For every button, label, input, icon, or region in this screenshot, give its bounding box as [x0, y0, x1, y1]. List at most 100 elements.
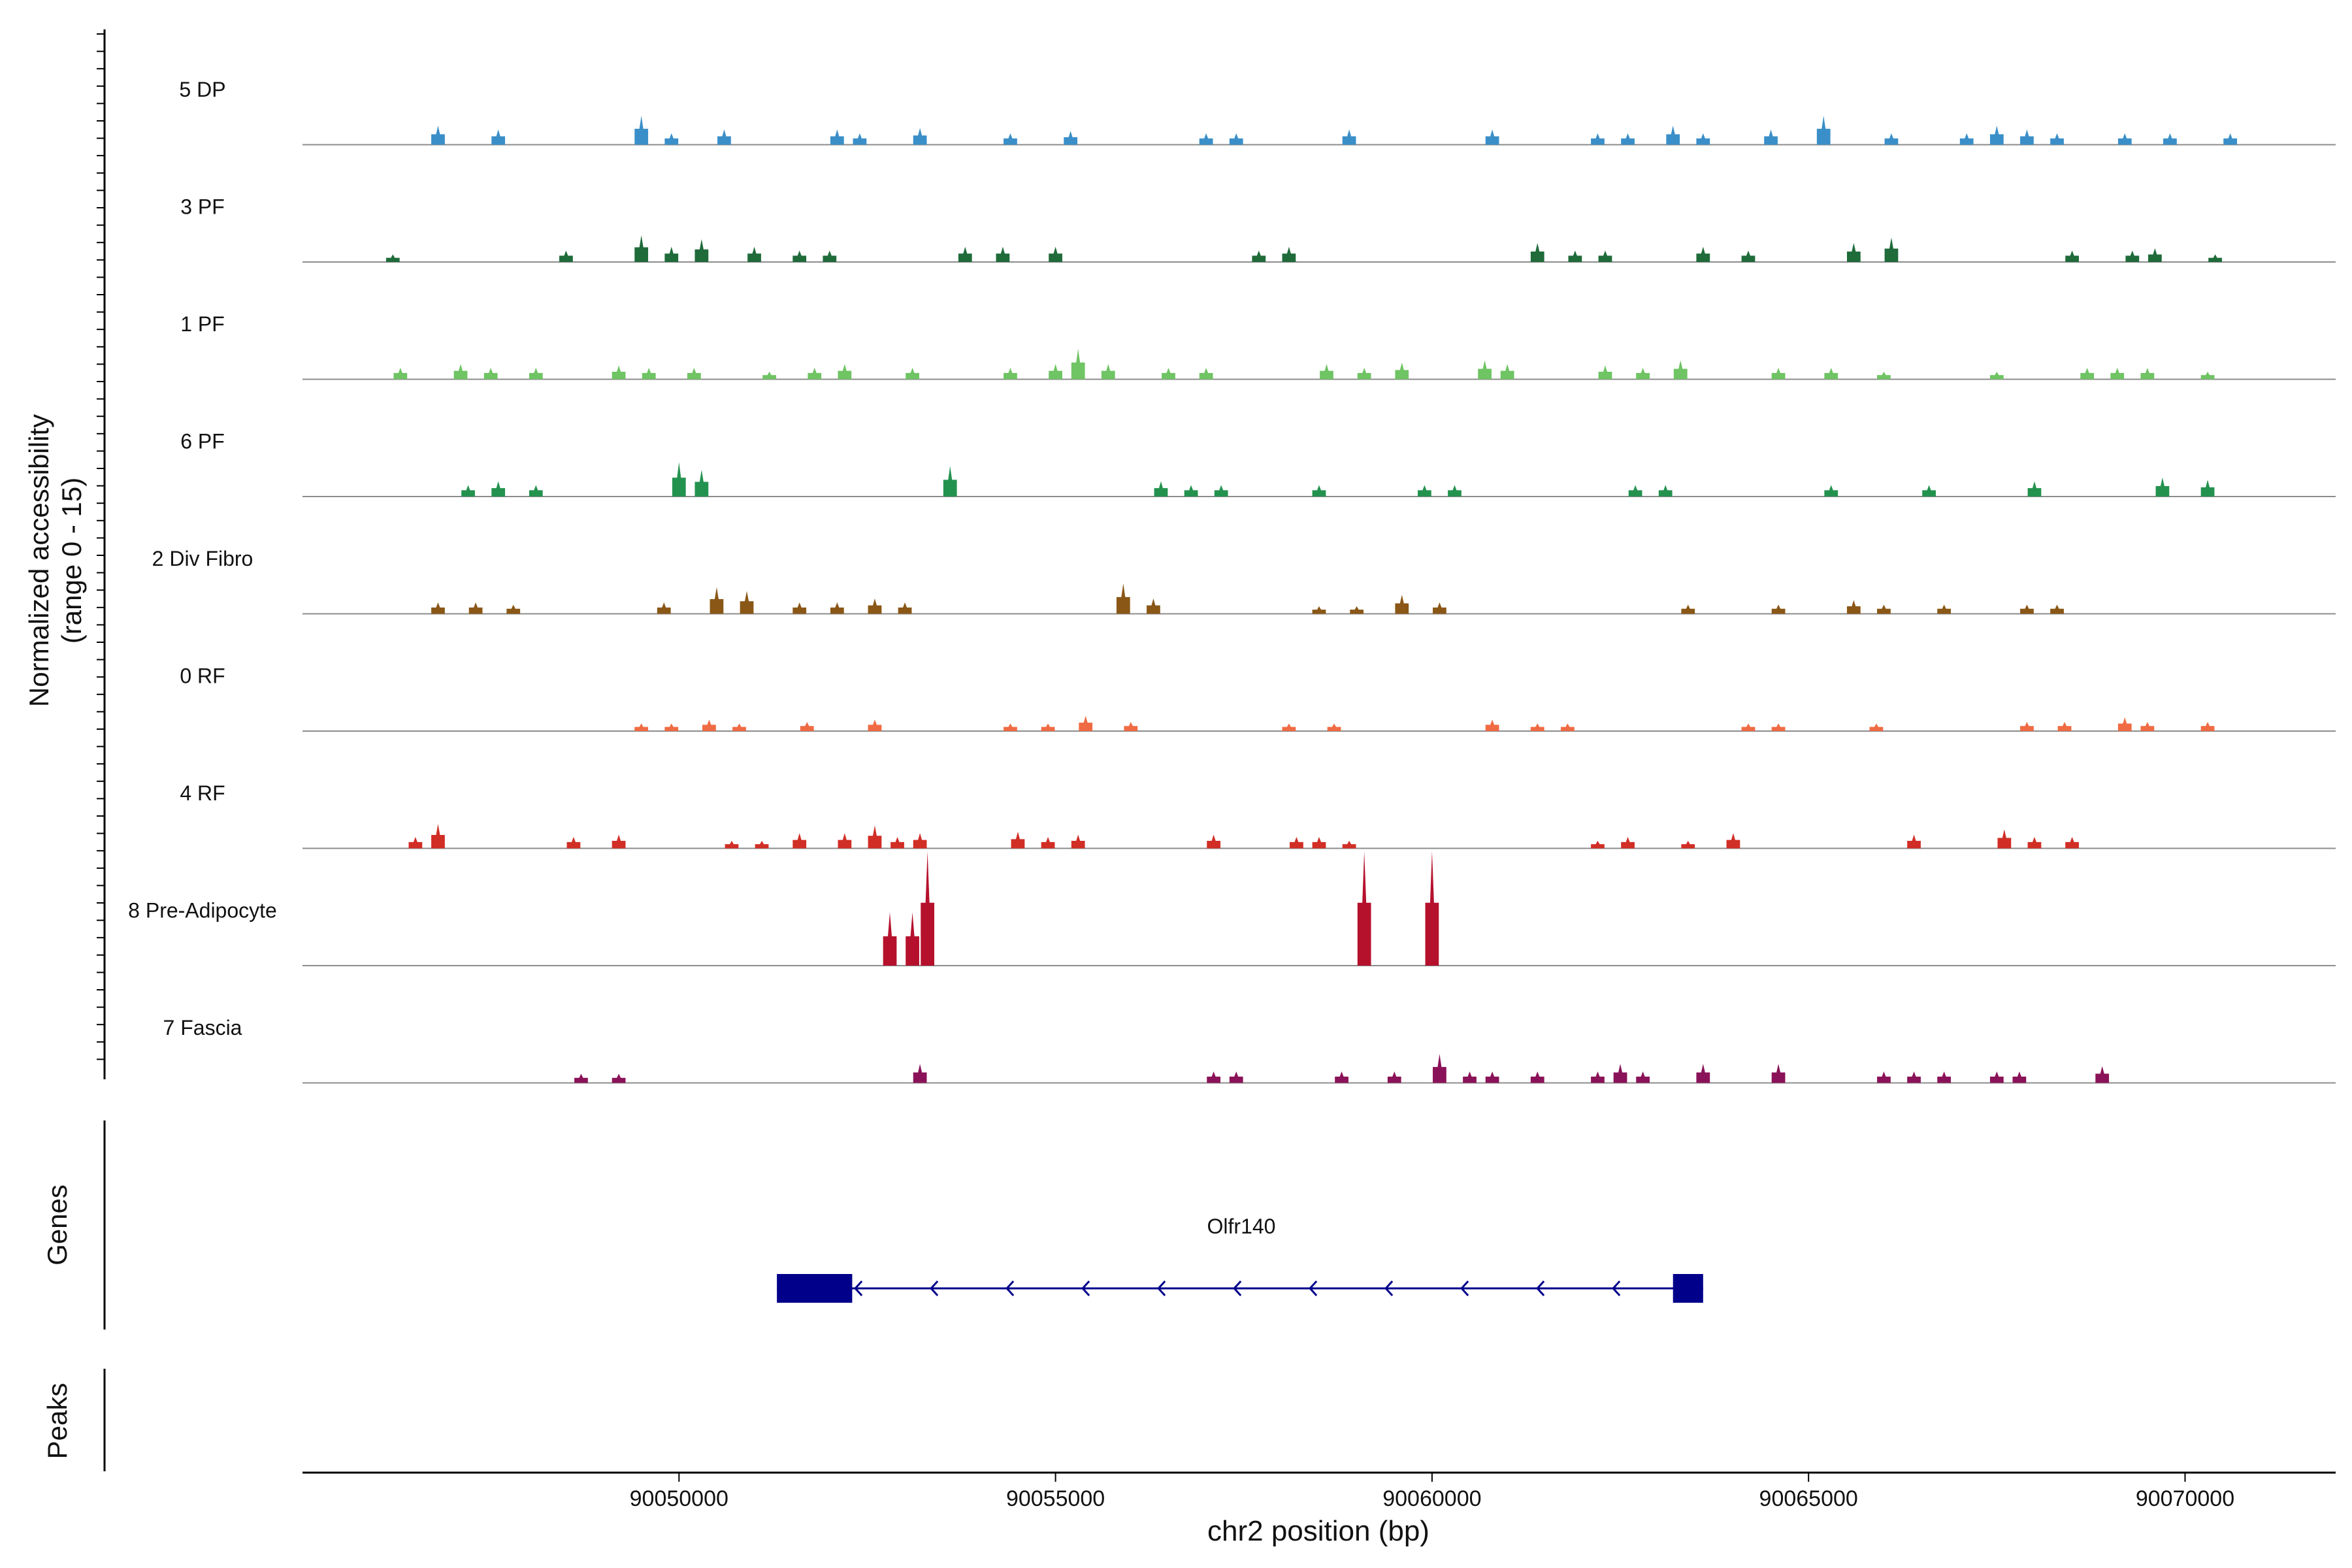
- coverage-peak: [1636, 1071, 1650, 1083]
- coverage-peak: [431, 824, 445, 849]
- coverage-peak: [1591, 133, 1605, 145]
- coverage-peak: [2208, 254, 2222, 262]
- coverage-peak: [1658, 485, 1673, 497]
- track-label: 4 RF: [180, 781, 225, 805]
- coverage-peak: [913, 833, 927, 849]
- coverage-peak: [1101, 364, 1115, 380]
- coverage-peak: [1041, 723, 1055, 731]
- coverage-peak: [1485, 1071, 1499, 1083]
- track-3-pf: 3 PF: [180, 195, 2336, 263]
- coverage-peak: [1846, 242, 1861, 262]
- coverage-peak: [1320, 364, 1333, 380]
- track-label: 5 DP: [179, 78, 225, 101]
- coverage-peak: [672, 462, 686, 497]
- coverage-peak: [1989, 371, 2004, 380]
- coverage-peak: [1229, 133, 1243, 145]
- coverage-peak: [1673, 360, 1688, 380]
- coverage-peak: [1621, 837, 1635, 849]
- coverage-peak: [1282, 723, 1296, 731]
- coverage-peak: [393, 368, 408, 380]
- coverage-peak: [1395, 362, 1409, 380]
- coverage-peak: [747, 246, 761, 262]
- coverage-peak: [1350, 606, 1364, 614]
- coverage-peak: [1568, 250, 1582, 262]
- coverage-peak: [1433, 602, 1446, 614]
- coverage-peak: [657, 602, 671, 614]
- coverage-peak: [890, 837, 904, 849]
- coverage-peak: [2065, 837, 2079, 849]
- coverage-peak: [1884, 237, 1899, 262]
- gene-strand-arrow: [930, 1280, 939, 1297]
- coverage-peak: [1071, 348, 1085, 380]
- coverage-peak: [823, 250, 837, 262]
- coverage-peak: [1613, 1064, 1627, 1083]
- coverage-peak: [958, 246, 972, 262]
- track-6-pf: 6 PF: [180, 430, 2336, 497]
- coverage-peak: [1199, 368, 1213, 380]
- coverage-peak: [1726, 833, 1740, 849]
- coverage-peak: [2050, 133, 2064, 145]
- coverage-peak: [792, 250, 807, 262]
- track-7-fascia: 7 Fascia: [163, 1016, 2336, 1084]
- gene-exon: [1673, 1274, 1703, 1303]
- coverage-peak: [913, 1064, 927, 1083]
- coverage-peak: [1621, 133, 1635, 145]
- coverage-peak: [2200, 722, 2215, 731]
- x-tick-label: 90050000: [630, 1486, 728, 1511]
- coverage-peak: [1530, 1071, 1544, 1083]
- x-tick-label: 90065000: [1759, 1486, 1858, 1511]
- coverage-peak: [1199, 133, 1213, 145]
- coverage-peak: [2027, 837, 2042, 849]
- coverage-peak: [1771, 368, 1786, 380]
- coverage-peak: [1959, 133, 1974, 145]
- gene-strand-arrow: [1081, 1280, 1090, 1297]
- x-axis-label: chr2 position (bp): [1207, 1515, 1429, 1547]
- coverage-peak: [664, 246, 679, 262]
- coverage-peak: [1335, 1071, 1348, 1083]
- coverage-peak: [1312, 485, 1326, 497]
- track-1-pf: 1 PF: [180, 312, 2336, 380]
- coverage-peak: [1937, 604, 1952, 614]
- coverage-peak: [853, 133, 867, 145]
- coverage-peak: [838, 364, 852, 380]
- coverage-peak: [1989, 1071, 2004, 1083]
- coverage-peak: [868, 825, 882, 849]
- coverage-peak: [740, 591, 754, 614]
- track-8-pre-adipocyte: 8 Pre-Adipocyte: [128, 851, 2336, 966]
- gene-exon: [777, 1274, 853, 1303]
- coverage-peak: [830, 602, 844, 614]
- x-tick-label: 90060000: [1382, 1486, 1481, 1511]
- coverage-peak: [1591, 840, 1605, 849]
- coverage-peak: [1357, 368, 1371, 380]
- coverage-peak: [1387, 1071, 1401, 1083]
- coverage-peak: [1824, 485, 1838, 497]
- coverage-peak: [1560, 723, 1575, 731]
- coverage-peak: [1937, 1071, 1952, 1083]
- coverage-peak: [1877, 371, 1891, 380]
- coverage-peak: [1147, 598, 1160, 614]
- coverage-peak: [1846, 600, 1861, 614]
- coverage-peak: [1636, 368, 1650, 380]
- gene-strand-arrow: [1612, 1280, 1621, 1297]
- coverage-peak: [1079, 715, 1093, 731]
- coverage-peak: [1327, 723, 1341, 731]
- coverage-peak: [1049, 364, 1062, 380]
- coverage-peak: [1741, 250, 1756, 262]
- coverage-peak: [612, 834, 626, 849]
- coverage-peak: [2117, 717, 2132, 731]
- coverage-peak: [830, 129, 844, 145]
- coverage-peak: [1824, 368, 1838, 380]
- coverage-y-label-line1: Normalized accessibility: [24, 414, 54, 707]
- track-label: 7 Fascia: [163, 1016, 242, 1039]
- coverage-peak: [2020, 129, 2034, 145]
- coverage-peak: [1041, 837, 1055, 849]
- coverage-peak: [2117, 133, 2132, 145]
- coverage-peak: [1741, 723, 1756, 731]
- coverage-peak: [1448, 485, 1462, 497]
- coverage-peak: [2080, 368, 2095, 380]
- coverage-peak: [1357, 851, 1371, 966]
- coverage-peak: [1485, 129, 1499, 145]
- coverage-peak: [2095, 1066, 2110, 1083]
- coverage-peak: [453, 364, 468, 380]
